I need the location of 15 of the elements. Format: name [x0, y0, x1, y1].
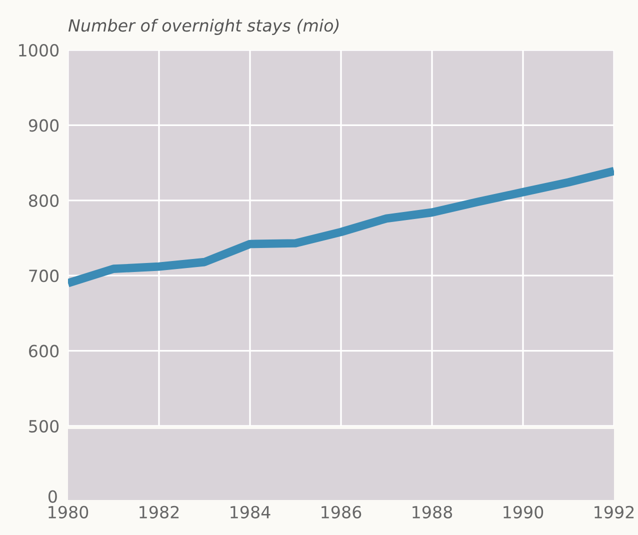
y-tick-label: 600: [29, 344, 59, 358]
x-tick-label: 1984: [230, 506, 270, 518]
x-tick-label: 1988: [412, 506, 452, 518]
x-tick-label: 1982: [140, 506, 179, 518]
x-tick-label: 1986: [322, 506, 362, 518]
y-tick-label: 900: [28, 119, 59, 132]
y-tick-label: 1000: [19, 44, 59, 57]
y-tick-label: 700: [29, 270, 59, 282]
x-tick-label: 1992: [594, 506, 634, 518]
text: 0: [48, 490, 57, 503]
y-tick-label: 800: [28, 194, 59, 207]
x-tick-label: 1990: [504, 506, 544, 518]
y-axis-title: Number of overnight stays (mio): [68, 18, 339, 35]
y-tick-label: 500: [29, 420, 59, 433]
x-tick-label: 1980: [48, 506, 88, 518]
